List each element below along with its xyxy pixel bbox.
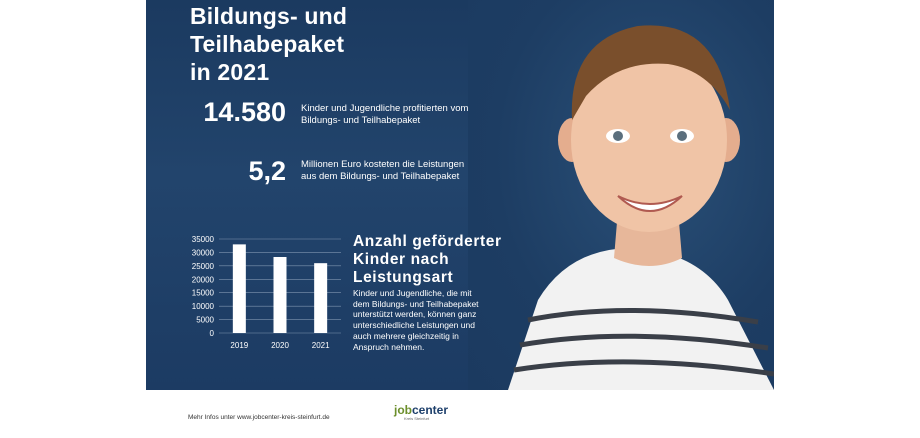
y-tick-label: 20000 — [192, 275, 215, 284]
chart-description: Kinder und Jugendliche, die mit dem Bild… — [353, 288, 503, 352]
chart-title-line-3: Leistungsart — [353, 269, 454, 286]
headline-line-3: in 2021 — [190, 59, 270, 85]
bar-2019 — [232, 244, 246, 333]
bar-chart: 0 5000 10000 15000 20000 25000 30000 35000 2019 2… — [192, 235, 341, 350]
y-tick-label: 15000 — [192, 289, 215, 298]
logo-subtitle: Kreis Steinfurt — [404, 416, 430, 421]
stat-children-text: Kinder und Jugendliche profitierten vom … — [301, 103, 468, 127]
child-illustration — [508, 25, 774, 390]
chart-description-line-1: Kinder und Jugendliche, die mit — [353, 288, 472, 298]
bar-2021 — [314, 263, 328, 333]
x-tick-label-2021: 2021 — [312, 341, 330, 350]
chart-title-line-2: Kinder nach — [353, 251, 450, 268]
chart-description-line-3: unterstützt werden, können ganz — [353, 309, 477, 320]
jobcenter-logo: jobcenter Kreis Steinfurt — [394, 404, 454, 430]
y-tick-label: 10000 — [192, 302, 215, 311]
y-tick-label: 0 — [210, 329, 215, 338]
chart-description-line-6: Anspruch nehmen. — [353, 341, 425, 352]
infographic-poster: Bildungs- und Teilhabepaket in 2021 14.5… — [146, 0, 774, 390]
logo-job-text: job — [394, 403, 412, 417]
x-tick-label-2019: 2019 — [230, 341, 248, 350]
y-tick-label: 35000 — [192, 235, 215, 244]
chart-description-line-5: auch mehrere gleichzeitig in — [353, 330, 459, 341]
chart-description-line-4: unterschiedliche Leistungen und — [353, 320, 475, 331]
chart-title-line-1: Anzahl geförderter — [353, 233, 502, 250]
headline: Bildungs- und Teilhabepaket in 2021 — [190, 2, 347, 86]
x-tick-label-2020: 2020 — [271, 341, 289, 350]
child-photo — [468, 0, 774, 390]
stat-cost-value: 5,2 — [248, 156, 286, 186]
stat-cost-text: Millionen Euro kosteten die Leistungen a… — [301, 159, 464, 183]
stat-cost-text-line-2: aus dem Bildungs- und Teilhabepaket — [301, 171, 460, 182]
logo-center-text: center — [412, 403, 449, 417]
y-tick-label: 30000 — [192, 248, 215, 257]
bar-2020 — [273, 256, 287, 333]
chart-description-line-2: dem Bildungs- und Teilhabepaket — [353, 298, 479, 309]
y-tick-label: 25000 — [192, 262, 215, 271]
stat-children-text-line-2: Bildungs- und Teilhabepaket — [301, 115, 421, 126]
stat-cost-text-line-1: Millionen Euro kosteten die Leistungen — [301, 159, 465, 170]
footer-info-link[interactable]: Mehr Infos unter www.jobcenter-kreis-ste… — [188, 414, 330, 421]
y-tick-label: 5000 — [196, 316, 214, 325]
stat-children-text-line-1: Kinder und Jugendliche profitierten vom — [301, 103, 469, 114]
chart-title: Anzahl geförderter Kinder nach Leistungs… — [353, 233, 502, 287]
headline-line-1: Bildungs- und — [190, 3, 348, 29]
headline-line-2: Teilhabepaket — [190, 31, 345, 57]
footer: Mehr Infos unter www.jobcenter-kreis-ste… — [146, 390, 774, 438]
stat-children-value: 14.580 — [203, 97, 286, 127]
